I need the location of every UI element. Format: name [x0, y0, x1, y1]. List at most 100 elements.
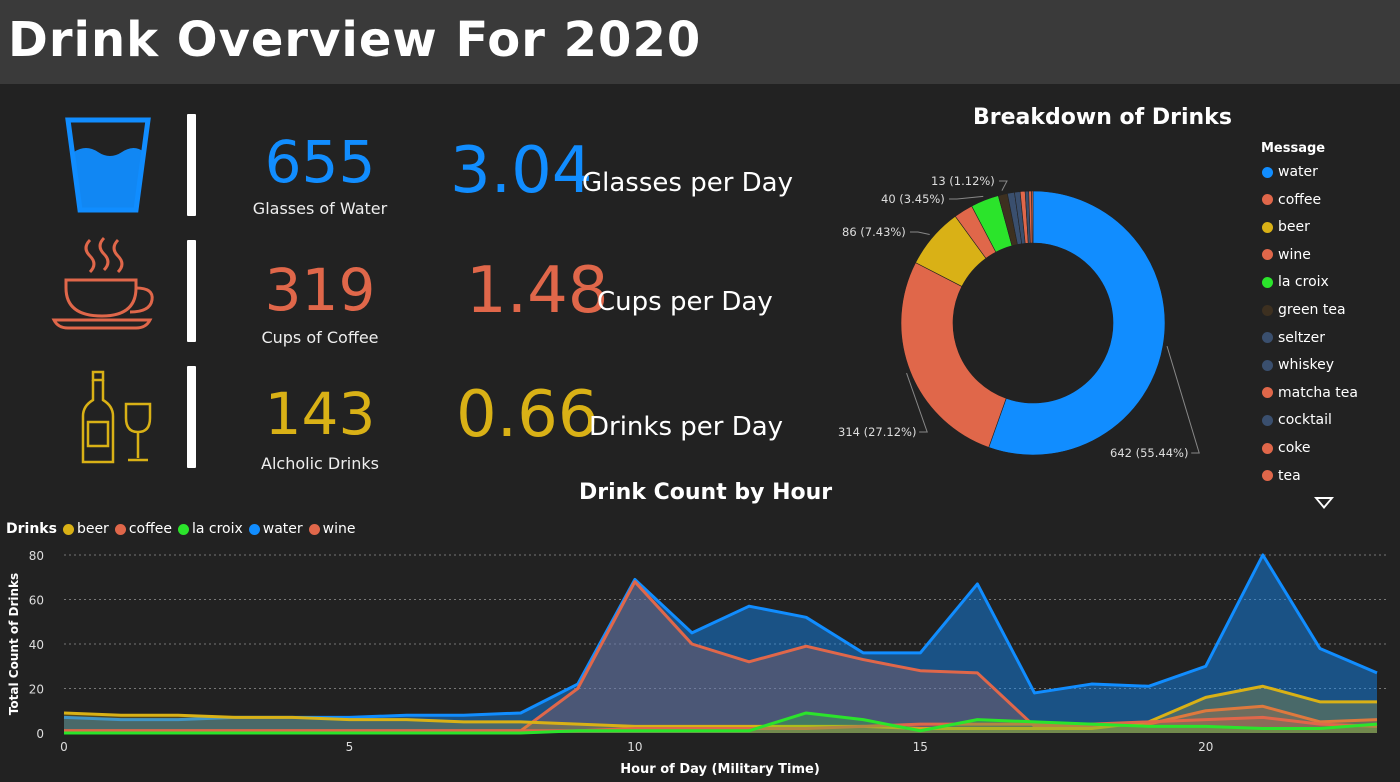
legend-label: water	[1278, 164, 1318, 180]
series-line-la-croix[interactable]	[64, 711, 1378, 735]
donut-title: Breakdown of Drinks	[973, 105, 1232, 130]
donut-leader-line	[999, 180, 1008, 191]
y-tick-label: 80	[29, 549, 44, 563]
x-tick-label: 20	[1198, 740, 1213, 754]
y-tick-label: 40	[29, 638, 44, 652]
donut-leader-line	[949, 195, 984, 200]
area-legend-title: Drinks	[6, 521, 57, 537]
legend-dot-icon	[248, 523, 260, 535]
donut-data-label: 86 (7.43%)	[842, 225, 906, 239]
legend-dot-icon	[1262, 221, 1273, 233]
donut-legend-item-coffee[interactable]: coffee	[1262, 192, 1321, 208]
area-fill-water	[64, 555, 1377, 733]
donut-legend-item-whiskey[interactable]: whiskey	[1262, 357, 1334, 373]
series-line-beer[interactable]	[63, 684, 1377, 731]
legend-dot-icon	[62, 523, 74, 535]
area-fill-beer	[64, 686, 1377, 733]
donut-legend-item-cocktail[interactable]: cocktail	[1262, 412, 1332, 428]
kpi-divider	[187, 366, 196, 468]
area-legend-item-wine[interactable]: wine	[308, 521, 356, 537]
legend-dot-icon	[1262, 304, 1273, 316]
donut-leader-line	[1166, 345, 1200, 454]
x-tick-label: 10	[627, 740, 642, 754]
donut-legend-item-tea[interactable]: tea	[1262, 468, 1301, 484]
legend-dot-icon	[1262, 387, 1273, 399]
legend-label: wine	[1278, 246, 1311, 263]
donut-data-label: 40 (3.45%)	[881, 192, 945, 206]
donut-legend-item-la-croix[interactable]: la croix	[1262, 274, 1329, 290]
water-count: 655	[264, 128, 376, 196]
legend-label: beer	[76, 521, 109, 537]
water-rate-label: Glasses per Day	[582, 168, 793, 198]
legend-label: wine	[322, 521, 356, 537]
area-fill-wine	[64, 717, 1377, 733]
coffee-cup-icon	[51, 236, 154, 330]
y-tick-label: 60	[29, 594, 44, 608]
legend-dot-icon	[1262, 414, 1273, 426]
legend-dot-icon	[1262, 276, 1273, 288]
legend-label: green tea	[1278, 302, 1346, 318]
area-legend-item-coffee[interactable]: coffee	[114, 521, 172, 537]
x-tick-label: 0	[60, 740, 68, 754]
donut-legend-item-matcha-tea[interactable]: matcha tea	[1262, 385, 1358, 401]
alcohol-rate-label: Drinks per Day	[589, 412, 784, 442]
legend-label: cocktail	[1278, 412, 1332, 429]
y-tick-label: 0	[36, 727, 44, 741]
series-line-wine[interactable]	[64, 715, 1378, 733]
legend-dot-icon	[1262, 442, 1273, 454]
header-bar: Drink Overview For 2020	[0, 0, 1400, 84]
donut-legend-item-green-tea[interactable]: green tea	[1262, 302, 1346, 318]
coffee-rate: 1.48	[466, 254, 609, 328]
legend-label: beer	[1278, 219, 1310, 236]
legend-label: coffee	[1278, 191, 1322, 208]
legend-dot-icon	[1262, 332, 1273, 344]
legend-dot-icon	[1262, 194, 1273, 206]
donut-legend-item-beer[interactable]: beer	[1262, 219, 1310, 235]
donut-legend-title: Message	[1261, 141, 1326, 156]
donut-slice-water[interactable]	[988, 190, 1166, 456]
legend-label: la croix	[191, 521, 243, 537]
legend-dot-icon	[1262, 166, 1273, 178]
legend-label: la croix	[1278, 274, 1329, 291]
x-tick-label: 15	[913, 740, 928, 754]
x-axis-label: Hour of Day (Military Time)	[620, 762, 820, 777]
legend-dot-icon	[308, 523, 320, 535]
coffee-count: 319	[264, 256, 376, 324]
legend-dot-icon	[1262, 359, 1273, 371]
donut-leader-line	[906, 372, 928, 433]
legend-label: coke	[1278, 440, 1311, 456]
page-title: Drink Overview For 2020	[8, 12, 702, 68]
donut-data-label: 314 (27.12%)	[838, 425, 916, 439]
donut-legend-item-water[interactable]: water	[1262, 164, 1318, 180]
legend-label: matcha tea	[1278, 384, 1358, 401]
donut-data-label: 13 (1.12%)	[931, 174, 995, 188]
area-legend-item-la-croix[interactable]: la croix	[177, 521, 243, 537]
area-legend-item-beer[interactable]: beer	[62, 521, 109, 537]
water-rate: 3.04	[450, 134, 593, 208]
x-tick-label: 5	[346, 740, 354, 754]
donut-slice-coffee[interactable]	[900, 262, 1007, 448]
y-axis-label: Total Count of Drinks	[7, 573, 21, 715]
wine-bottle-icon	[81, 370, 152, 464]
water-count-label: Glasses of Water	[252, 199, 388, 218]
legend-label: whiskey	[1278, 357, 1335, 374]
legend-label: tea	[1278, 467, 1301, 484]
donut-legend-item-wine[interactable]: wine	[1262, 247, 1311, 263]
area-legend-item-water[interactable]: water	[248, 521, 303, 537]
donut-legend-item-seltzer[interactable]: seltzer	[1262, 330, 1325, 346]
legend-dot-icon	[177, 523, 189, 535]
donut-data-label: 642 (55.44%)	[1110, 446, 1188, 460]
legend-label: coffee	[128, 521, 172, 537]
area-chart: 0 20 40 60 80 0 5 10 15 20 Hour of Day (Military T…	[7, 549, 1387, 777]
area-chart-title: Drink Count by Hour	[579, 480, 833, 505]
donut-chart: 642 (55.44%) 314 (27.12%) 86 (7.43%) 40 (3.…	[838, 174, 1200, 460]
alcohol-count: 143	[264, 380, 376, 448]
donut-legend-item-coke[interactable]: coke	[1262, 440, 1310, 456]
coffee-count-label: Cups of Coffee	[261, 328, 379, 347]
legend-dot-icon	[114, 523, 126, 535]
alcohol-rate: 0.66	[456, 378, 599, 452]
legend-dot-icon	[1262, 470, 1273, 482]
legend-label: seltzer	[1278, 329, 1326, 346]
donut-slice-tea[interactable]	[1031, 190, 1034, 244]
legend-label: water	[262, 521, 303, 537]
